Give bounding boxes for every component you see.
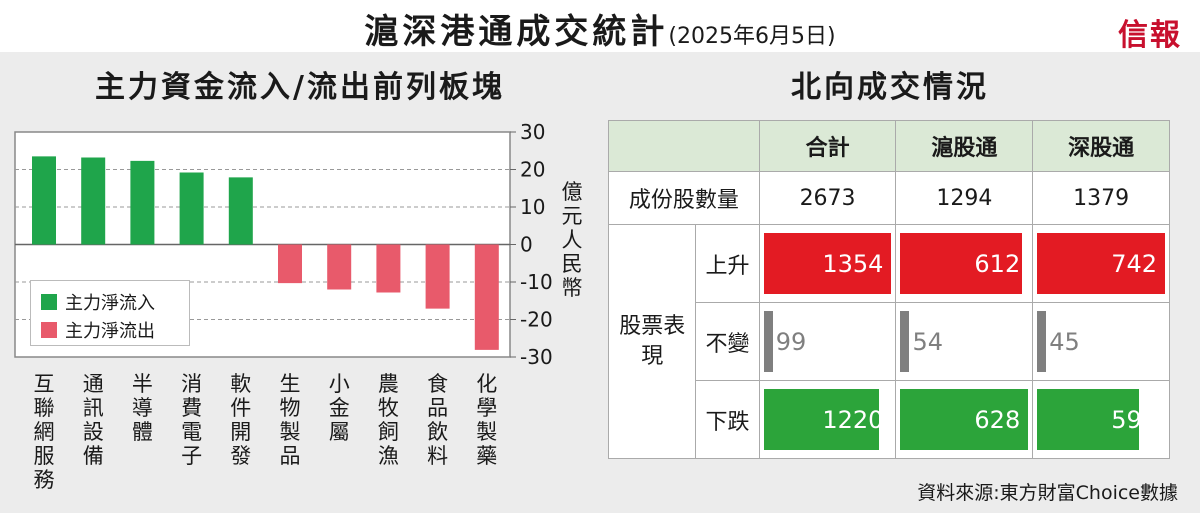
y-tick-label: 20 — [520, 158, 545, 182]
row-label-up: 上升 — [695, 224, 760, 303]
bar — [179, 172, 204, 245]
bar-cell: 1354 — [760, 225, 896, 302]
bar — [228, 177, 253, 245]
table-bar — [763, 311, 773, 372]
table-bar-value: 628 — [974, 405, 1021, 434]
row-label-unchanged: 不變 — [695, 302, 760, 381]
x-category-label: 消費電子 — [181, 372, 203, 468]
count-shanghai: 1294 — [895, 171, 1034, 225]
bar — [130, 160, 155, 245]
table-bar-value: 742 — [1111, 249, 1157, 278]
bar — [327, 244, 352, 290]
logo: 信報 — [1118, 18, 1182, 53]
title-text: 滬深港通成交統計 — [364, 12, 669, 52]
y-tick-label: 10 — [520, 195, 545, 219]
table-bar-value: 99 — [775, 327, 807, 356]
bar-cell: 1220 — [760, 381, 896, 458]
table-bar — [1037, 233, 1165, 294]
table-bar — [900, 233, 1022, 294]
count-total: 2673 — [758, 171, 897, 225]
bar — [81, 157, 106, 245]
table-bar — [763, 233, 892, 294]
table-row-count: 成份股數量 2673 1294 1379 — [608, 171, 1170, 225]
table-header-row: 合計 滬股通 深股通 — [608, 120, 1170, 172]
bar — [376, 244, 401, 293]
y-tick-label: 30 — [520, 120, 545, 144]
table-bar-value: 592 — [1111, 405, 1157, 434]
table-bar-value: 612 — [974, 249, 1021, 278]
table-bar — [763, 389, 879, 450]
table-row-up: 股票表現 上升 1354 612 742 — [607, 224, 1170, 459]
x-category-label: 食品飲料 — [427, 372, 449, 468]
table-bar-value: 1220 — [822, 405, 884, 434]
legend-swatch-inflow — [41, 294, 57, 310]
table-bar — [900, 389, 1029, 450]
bar-cell: 628 — [896, 381, 1032, 458]
legend-label-outflow: 主力淨流出 — [65, 321, 155, 342]
bar-cell: 54 — [896, 303, 1032, 380]
table-bar — [1037, 389, 1140, 450]
bar — [278, 244, 302, 284]
count-label: 成份股數量 — [608, 171, 760, 225]
chart-legend: 主力淨流入 主力淨流出 — [30, 280, 190, 346]
bar — [474, 244, 499, 350]
bar — [32, 156, 56, 245]
count-shenzhen: 1379 — [1032, 171, 1170, 225]
northbound-table: 合計 滬股通 深股通 成份股數量 2673 1294 1379 股票表現 上升 … — [607, 120, 1170, 459]
legend-item-inflow: 主力淨流入 — [41, 289, 155, 315]
x-category-label: 生物製品 — [279, 372, 301, 468]
y-axis-unit-label: 億元人民幣 — [561, 180, 583, 300]
table-row-unchanged: 不變 99 54 45 — [609, 302, 1170, 381]
bar-cell: 45 — [1033, 303, 1169, 380]
legend-item-outflow: 主力淨流出 — [41, 317, 155, 343]
table-col-total: 合計 — [758, 120, 897, 172]
x-category-label: 小金屬 — [328, 372, 350, 444]
page-title: 滬深港通成交統計(2025年6月5日) — [0, 4, 1200, 53]
bar — [425, 244, 450, 309]
legend-label-inflow: 主力淨流入 — [65, 293, 155, 314]
y-tick-label: -20 — [520, 308, 553, 332]
legend-swatch-outflow — [41, 322, 57, 338]
x-category-label: 通訊設備 — [82, 372, 104, 468]
table-bar-value: 45 — [1049, 327, 1080, 356]
table-col-shenzhen: 深股通 — [1032, 120, 1170, 172]
table-row-down: 下跌 1220 628 592 — [609, 380, 1170, 459]
y-tick-label: -30 — [520, 345, 553, 369]
bar-cell: 742 — [1033, 225, 1169, 302]
bar-cell: 592 — [1033, 381, 1169, 458]
x-category-label: 化學製藥 — [476, 372, 498, 468]
right-table-title: 北向成交情況 — [791, 70, 989, 105]
left-chart-title: 主力資金流入/流出前列板塊 — [95, 70, 505, 105]
bar-cell: 612 — [896, 225, 1032, 302]
x-category-label: 軟件開發 — [230, 372, 252, 468]
group-label: 股票表現 — [607, 224, 697, 459]
table-bar — [1037, 311, 1047, 372]
y-tick-label: -10 — [520, 270, 553, 294]
table-header-blank — [608, 120, 760, 172]
title-date: (2025年6月5日) — [668, 24, 836, 49]
table-bar-value: 1354 — [822, 249, 884, 278]
source-note: 資料來源:東方財富Choice數據 — [917, 482, 1178, 504]
x-category-label: 半導體 — [131, 372, 153, 444]
row-label-down: 下跌 — [695, 380, 760, 459]
y-tick-label: 0 — [520, 233, 533, 257]
x-category-label: 農牧飼漁 — [377, 372, 399, 468]
table-bar — [900, 311, 910, 372]
bar-cell: 99 — [760, 303, 896, 380]
table-bar-value: 54 — [912, 327, 943, 356]
table-col-shanghai: 滬股通 — [895, 120, 1034, 172]
x-category-label: 互聯網服務 — [33, 372, 55, 492]
